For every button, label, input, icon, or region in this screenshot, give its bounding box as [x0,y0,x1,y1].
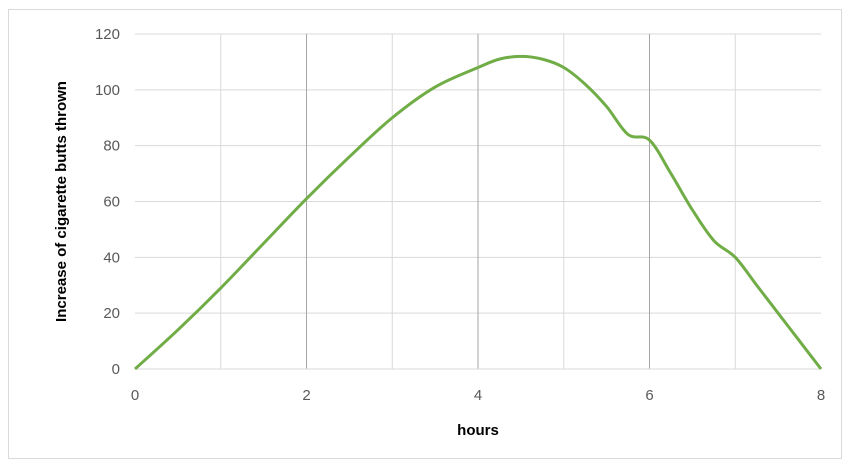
x-tick-label: 4 [474,387,482,404]
y-tick-label: 120 [95,26,120,43]
y-tick-label: 80 [103,138,120,155]
y-tick-label: 40 [103,249,120,266]
series-line [133,54,823,371]
x-tick-label: 0 [131,387,139,404]
grid [135,33,821,370]
tick-labels: 0 20 40 60 80 100 120 0 2 4 6 8 [95,26,825,404]
y-tick-label: 60 [103,194,120,211]
chart-frame [8,9,842,459]
x-tick-label: 8 [817,387,825,404]
x-tick-label: 2 [302,387,310,404]
y-tick-label: 100 [95,82,120,99]
series-layer [133,54,823,371]
x-axis-title: hours [457,422,499,439]
y-axis-title: Increase of cigarette butts thrown [53,81,70,322]
y-tick-label: 20 [103,305,120,322]
x-tick-label: 6 [645,387,653,404]
y-tick-label: 0 [112,361,120,378]
